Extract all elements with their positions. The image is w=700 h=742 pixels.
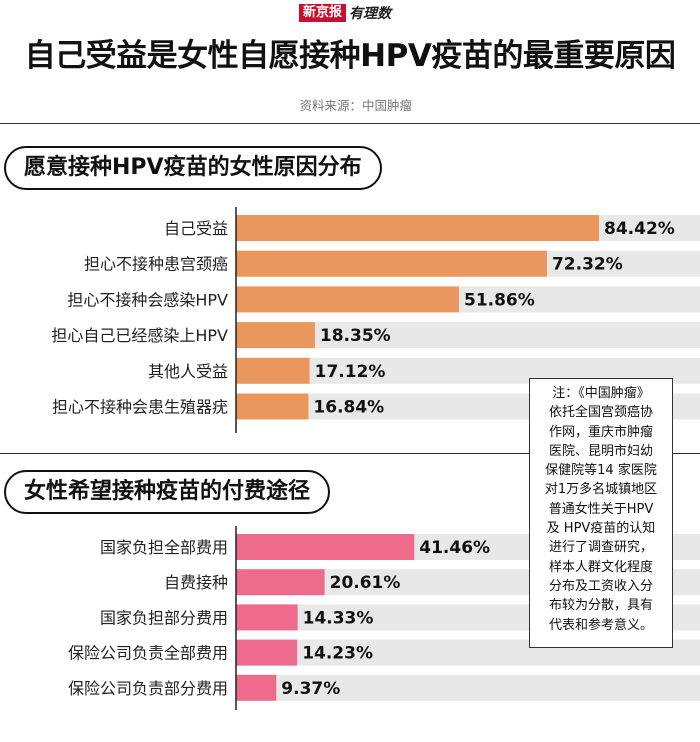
brand-logo: 新京报 有理数: [299, 3, 391, 23]
divider-top: [0, 123, 700, 124]
value-label: 72.32%: [552, 255, 623, 275]
note-line: 保健院等14 家医院: [545, 463, 657, 479]
note-line: 作网，重庆市肿瘤: [548, 424, 653, 440]
value-label: 51.86%: [464, 290, 535, 310]
bar-1-0: [236, 534, 415, 560]
bar-0-5: [236, 393, 309, 420]
note-line: 普通女性关于HPV: [548, 501, 654, 517]
bar-0-0: [236, 215, 600, 241]
brand-sub-logo: 有理数: [349, 6, 392, 22]
bar-1-4: [236, 674, 277, 701]
note-line: 布较为分散，具有: [548, 598, 653, 614]
note-line: 及 HPV疫苗的认知: [546, 521, 656, 537]
category-label: 自己受益: [164, 219, 228, 238]
category-label: 保险公司负责部分费用: [68, 679, 228, 698]
bar-0-3: [236, 322, 315, 349]
value-label: 18.35%: [320, 326, 391, 346]
value-label: 14.33%: [303, 608, 374, 628]
value-label: 16.84%: [313, 398, 384, 418]
value-label: 84.42%: [604, 219, 675, 239]
value-label: 9.37%: [281, 679, 340, 699]
category-label: 国家负担部分费用: [100, 608, 228, 627]
category-label: 保险公司负责全部费用: [68, 644, 228, 663]
note-line: 对1万多名城镇地区: [544, 482, 658, 498]
bar-0-1: [236, 250, 547, 277]
note-line: 分布及工资收入分: [548, 578, 653, 594]
bar-0-4: [236, 357, 310, 384]
bar-1-2: [236, 604, 298, 631]
bar-track: [236, 674, 700, 701]
bar-1-3: [236, 639, 298, 666]
source-text: 资料来源：中国肿瘤: [299, 98, 412, 113]
category-label: 担心不接种患宫颈癌: [84, 255, 228, 274]
note-line: 依托全国宫颈癌协: [548, 405, 653, 421]
note-line: 医院、昆明市妇幼: [548, 443, 653, 459]
category-label: 自费接种: [164, 573, 228, 592]
bar-1-1: [236, 569, 325, 596]
note-line: 代表和参考意义。: [548, 617, 653, 633]
category-label: 国家负担全部费用: [100, 538, 228, 557]
value-label: 17.12%: [315, 362, 386, 382]
note-line: 进行了调查研究，: [548, 540, 653, 556]
category-label: 担心不接种会感染HPV: [67, 290, 228, 309]
divider-middle: [0, 453, 700, 454]
value-label: 14.23%: [302, 644, 373, 664]
main-title: 自己受益是女性自愿接种HPV疫苗的最重要原因: [24, 38, 676, 74]
category-label: 担心自己已经感染上HPV: [51, 326, 228, 345]
chart2-title: 女性希望接种疫苗的付费途径: [4, 470, 331, 514]
value-label: 20.61%: [330, 573, 401, 593]
note-box: 注：《中国肿瘤》 依托全国宫颈癌协 作网，重庆市肿瘤 医院、昆明市妇幼 保健院等14 家…: [529, 378, 673, 648]
bar-0-2: [236, 286, 459, 313]
note-line: 样本人群文化程度: [548, 559, 653, 575]
chart1-title: 愿意接种HPV疫苗的女性原因分布: [4, 146, 382, 190]
category-label: 担心不接种会患生殖器疣: [52, 398, 228, 417]
brand-logo-box: 新京报: [299, 4, 347, 22]
value-label: 41.46%: [419, 538, 490, 558]
note-line: 注：《中国肿瘤》: [552, 386, 650, 401]
category-label: 其他人受益: [148, 362, 228, 381]
